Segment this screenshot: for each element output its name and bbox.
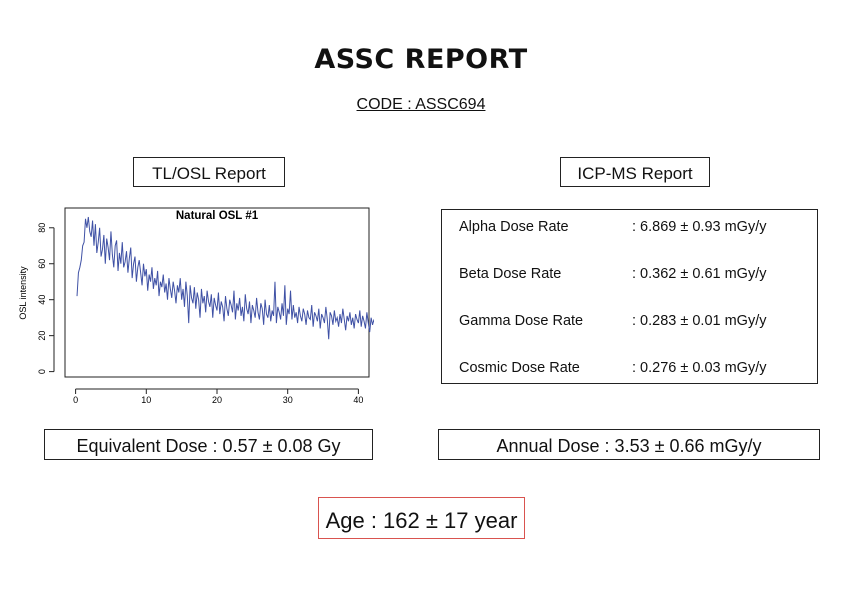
equivalent-dose-box: Equivalent Dose : 0.57 ± 0.08 Gy [44,429,373,460]
y-tick-label: 0 [37,369,47,374]
chart-series-line [76,216,374,340]
y-tick-label: 60 [37,259,47,269]
icp-row-alpha: Alpha Dose Rate : 6.869 ± 0.93 mGy/y [459,219,767,235]
icp-row-name: Alpha Dose Rate [459,219,569,235]
chart-y-axis-label: OSL intensity [18,266,28,320]
icp-row-value: : 0.276 ± 0.03 mGy/y [632,360,767,376]
icp-ms-report-label: ICP-MS Report [560,157,710,187]
chart-plot-frame [64,207,370,378]
age-result-box: Age : 162 ± 17 year [318,497,525,539]
tl-osl-report-label: TL/OSL Report [133,157,285,187]
icp-row-value: : 6.869 ± 0.93 mGy/y [632,219,767,235]
icp-row-name: Beta Dose Rate [459,266,562,282]
report-code: CODE : ASSC694 [356,96,486,113]
x-tick-label: 30 [283,395,293,405]
annual-dose-box: Annual Dose : 3.53 ± 0.66 mGy/y [438,429,820,460]
osl-chart: Natural OSL #1 OSL intensity 0 10 20 30 40 0… [18,207,374,405]
icp-row-beta: Beta Dose Rate : 0.362 ± 0.61 mGy/y [459,266,767,282]
icp-row-value: : 0.362 ± 0.61 mGy/y [632,266,767,282]
icp-row-cosmic: Cosmic Dose Rate : 0.276 ± 0.03 mGy/y [459,360,767,376]
icp-row-name: Cosmic Dose Rate [459,360,580,376]
x-tick-label: 0 [73,395,78,405]
y-tick-label: 40 [37,295,47,305]
y-tick-label: 20 [37,331,47,341]
chart-y-axis: 0 20 40 60 80 [37,223,55,374]
chart-x-axis: 0 10 20 30 40 [73,388,363,405]
report-title: ASSC REPORT [314,44,528,75]
icp-ms-table: Alpha Dose Rate : 6.869 ± 0.93 mGy/y Bet… [441,209,818,384]
y-tick-label: 80 [37,223,47,233]
chart-title: Natural OSL #1 [176,210,259,222]
icp-row-name: Gamma Dose Rate [459,313,584,329]
x-tick-label: 40 [353,395,363,405]
icp-row-value: : 0.283 ± 0.01 mGy/y [632,313,767,329]
icp-row-gamma: Gamma Dose Rate : 0.283 ± 0.01 mGy/y [459,313,767,329]
x-tick-label: 10 [141,395,151,405]
x-tick-label: 20 [212,395,222,405]
